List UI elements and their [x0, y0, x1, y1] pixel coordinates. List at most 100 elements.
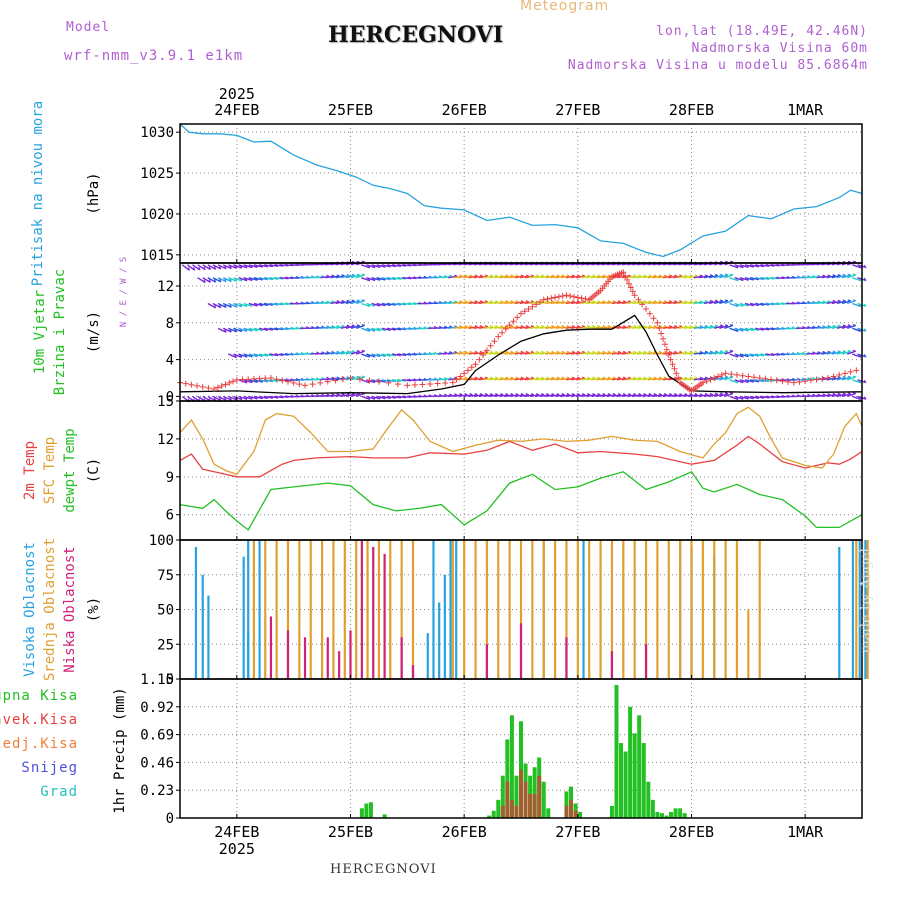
- wind-arrow-head: [582, 393, 586, 396]
- wind-arrow: [478, 377, 488, 381]
- wind-arrow-head: [510, 393, 514, 396]
- wind-arrow: [760, 277, 770, 280]
- wind-arrow-head: [694, 376, 698, 379]
- model-label: Model: [66, 20, 111, 35]
- wind-arrow-head: [551, 300, 555, 303]
- wind-arrow: [207, 302, 217, 309]
- wind-arrow-head: [464, 300, 468, 303]
- precip-total-bar: [632, 733, 637, 818]
- clouds-mid-bar: [701, 540, 704, 679]
- wind-arrow-head: [648, 393, 652, 396]
- wind-arrow-head: [551, 350, 555, 354]
- wind-arrow: [198, 328, 206, 333]
- precip-convective-bar: [532, 793, 537, 818]
- wind-arrow: [560, 275, 570, 279]
- wind-arrow: [734, 277, 744, 282]
- wind-arrow: [831, 325, 841, 330]
- y-axis-unit: (hPa): [86, 172, 102, 214]
- wind-arrow-head: [224, 265, 227, 270]
- wind-arrow: [821, 351, 831, 355]
- wind-arrow-head: [852, 273, 856, 276]
- clouds-high-bar: [258, 540, 261, 679]
- wind-arrow: [622, 377, 632, 381]
- wind-arrow-head: [638, 376, 642, 379]
- wind-arrow-head: [326, 351, 330, 354]
- wind-gust-marker: [552, 294, 559, 301]
- wind-arrow: [744, 327, 754, 332]
- wind-arrow-head: [510, 350, 514, 354]
- wind-arrow-head: [817, 393, 821, 396]
- wind-arrow-head: [361, 324, 365, 326]
- wind-arrow-head: [525, 393, 529, 396]
- y-tick-label: 15: [157, 394, 174, 410]
- wind-gust-marker: [194, 382, 201, 389]
- wind-arrow: [376, 327, 386, 332]
- wind-arrow: [846, 350, 856, 355]
- wind-arrow-head: [592, 393, 596, 396]
- wind-arrow: [703, 393, 713, 398]
- wind-arrow-head: [551, 324, 555, 328]
- wind-arrow-head: [571, 274, 576, 277]
- wind-arrow: [233, 302, 243, 308]
- wind-arrow-head: [199, 382, 200, 385]
- wind-arrow: [729, 395, 739, 401]
- wind-arrow-head: [525, 274, 529, 277]
- wind-arrow-head: [827, 274, 831, 277]
- wind-arrow: [483, 394, 494, 398]
- precip-total-bar: [646, 781, 651, 818]
- wind-arrow-head: [525, 350, 529, 354]
- wind-arrow-head: [582, 324, 586, 328]
- wind-gust-marker: [627, 284, 634, 291]
- wind-arrow: [846, 392, 856, 398]
- wind-arrow-head: [464, 350, 468, 354]
- wind-arrow-head: [194, 357, 195, 360]
- wind-arrow-head: [229, 397, 232, 401]
- y-axis-label: Visoka Oblacnost: [22, 542, 38, 677]
- wind-arrow-head: [704, 324, 708, 328]
- wind-arrow: [350, 393, 360, 398]
- wind-gust-marker: [779, 378, 786, 385]
- wind-arrow: [478, 394, 488, 398]
- wind-arrow: [202, 264, 211, 271]
- wind-arrow-head: [351, 324, 355, 327]
- wind-gust-marker: [514, 314, 521, 321]
- wind-arrow: [366, 353, 376, 358]
- wind-arrow: [529, 351, 540, 355]
- wind-arrow: [678, 377, 688, 381]
- wind-arrow-head: [852, 349, 856, 352]
- wind-arrow-head: [658, 300, 662, 303]
- wind-arrow: [841, 300, 851, 305]
- wind-arrow-head: [852, 375, 856, 378]
- wind-arrow: [468, 326, 478, 330]
- wind-arrow-head: [525, 300, 529, 303]
- wind-arrow-head: [546, 376, 550, 379]
- wind-arrow: [182, 303, 189, 309]
- wind-arrow: [330, 275, 340, 279]
- wind-gust-marker: [715, 373, 722, 380]
- precip-total-bar: [564, 791, 569, 818]
- wind-arrow-head: [622, 376, 627, 379]
- clouds-mid-bar: [332, 540, 335, 679]
- wind-arrow: [529, 275, 540, 279]
- wind-arrow: [499, 377, 509, 381]
- wind-arrow: [381, 379, 391, 383]
- wind-arrow: [678, 275, 688, 279]
- wind-arrow-head: [863, 396, 867, 400]
- wind-arrow: [248, 327, 258, 332]
- wind-arrow-head: [724, 392, 729, 395]
- wind-arrow: [841, 350, 851, 355]
- wind-arrow: [489, 326, 499, 330]
- top-axis-tick-label: 25FEB: [328, 101, 373, 119]
- wind-arrow: [550, 394, 560, 398]
- wind-arrow: [325, 394, 335, 398]
- precip-legend-label: Ukupna Kisa: [0, 688, 78, 704]
- wind-arrow: [688, 377, 698, 381]
- wind-arrow: [376, 395, 386, 400]
- clouds-mid-bar: [309, 540, 312, 679]
- wind-arrow: [647, 394, 657, 398]
- wind-gust-marker: [673, 370, 680, 377]
- wind-arrow-head: [449, 274, 453, 278]
- precip-total-bar: [619, 743, 624, 818]
- wind-gust-marker: [790, 379, 797, 386]
- precip-total-bar: [546, 808, 551, 818]
